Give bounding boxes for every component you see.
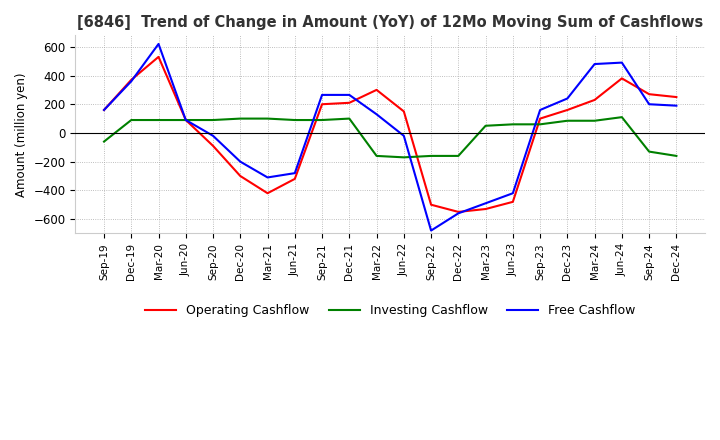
Free Cashflow — [481, 201, 490, 206]
Free Cashflow — [427, 228, 436, 233]
Free Cashflow — [508, 191, 517, 196]
Free Cashflow — [181, 117, 190, 123]
Investing Cashflow — [345, 116, 354, 121]
Investing Cashflow — [672, 153, 680, 158]
Investing Cashflow — [618, 114, 626, 120]
Operating Cashflow — [372, 87, 381, 92]
Investing Cashflow — [400, 155, 408, 160]
Free Cashflow — [618, 60, 626, 65]
Free Cashflow — [345, 92, 354, 98]
Operating Cashflow — [563, 107, 572, 113]
Operating Cashflow — [318, 102, 326, 107]
Free Cashflow — [536, 107, 544, 113]
Operating Cashflow — [590, 97, 599, 103]
Free Cashflow — [372, 112, 381, 117]
Free Cashflow — [400, 133, 408, 139]
Title: [6846]  Trend of Change in Amount (YoY) of 12Mo Moving Sum of Cashflows: [6846] Trend of Change in Amount (YoY) o… — [77, 15, 703, 30]
Investing Cashflow — [154, 117, 163, 123]
Line: Investing Cashflow: Investing Cashflow — [104, 117, 676, 158]
Investing Cashflow — [645, 149, 654, 154]
Investing Cashflow — [590, 118, 599, 123]
Operating Cashflow — [508, 199, 517, 205]
Operating Cashflow — [400, 109, 408, 114]
Free Cashflow — [127, 79, 135, 84]
Operating Cashflow — [209, 143, 217, 149]
Y-axis label: Amount (million yen): Amount (million yen) — [15, 72, 28, 197]
Operating Cashflow — [645, 92, 654, 97]
Free Cashflow — [209, 133, 217, 139]
Investing Cashflow — [209, 117, 217, 123]
Investing Cashflow — [563, 118, 572, 123]
Operating Cashflow — [427, 202, 436, 207]
Free Cashflow — [290, 170, 299, 176]
Operating Cashflow — [618, 76, 626, 81]
Operating Cashflow — [264, 191, 272, 196]
Operating Cashflow — [672, 95, 680, 100]
Operating Cashflow — [536, 116, 544, 121]
Free Cashflow — [672, 103, 680, 108]
Line: Operating Cashflow: Operating Cashflow — [104, 57, 676, 212]
Free Cashflow — [645, 102, 654, 107]
Operating Cashflow — [236, 173, 245, 179]
Investing Cashflow — [536, 122, 544, 127]
Free Cashflow — [590, 62, 599, 67]
Operating Cashflow — [154, 54, 163, 59]
Operating Cashflow — [345, 100, 354, 106]
Operating Cashflow — [454, 209, 463, 215]
Free Cashflow — [563, 96, 572, 101]
Line: Free Cashflow: Free Cashflow — [104, 44, 676, 231]
Investing Cashflow — [481, 123, 490, 128]
Investing Cashflow — [181, 117, 190, 123]
Free Cashflow — [318, 92, 326, 98]
Investing Cashflow — [454, 153, 463, 158]
Free Cashflow — [236, 159, 245, 164]
Operating Cashflow — [99, 107, 108, 113]
Free Cashflow — [99, 107, 108, 113]
Legend: Operating Cashflow, Investing Cashflow, Free Cashflow: Operating Cashflow, Investing Cashflow, … — [140, 299, 640, 322]
Investing Cashflow — [99, 139, 108, 144]
Investing Cashflow — [264, 116, 272, 121]
Operating Cashflow — [181, 117, 190, 123]
Investing Cashflow — [290, 117, 299, 123]
Operating Cashflow — [290, 176, 299, 182]
Investing Cashflow — [236, 116, 245, 121]
Free Cashflow — [154, 41, 163, 47]
Free Cashflow — [454, 211, 463, 216]
Investing Cashflow — [127, 117, 135, 123]
Investing Cashflow — [508, 122, 517, 127]
Investing Cashflow — [318, 117, 326, 123]
Free Cashflow — [264, 175, 272, 180]
Operating Cashflow — [127, 77, 135, 82]
Investing Cashflow — [427, 153, 436, 158]
Operating Cashflow — [481, 206, 490, 212]
Investing Cashflow — [372, 153, 381, 158]
